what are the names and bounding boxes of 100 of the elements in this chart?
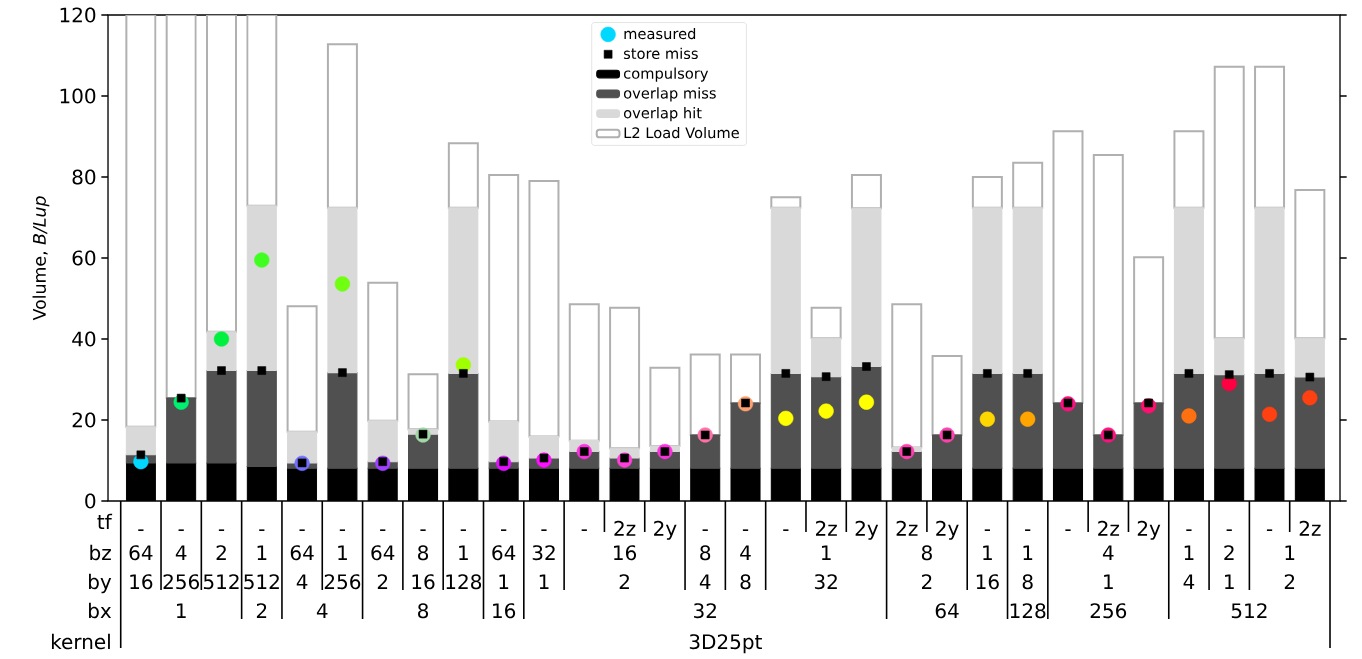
text: 1 bbox=[257, 545, 267, 560]
y-axis-title: Volume, B/Lup bbox=[32, 196, 50, 321]
text: 16 bbox=[412, 574, 435, 590]
x-tick-label: - bbox=[299, 529, 305, 531]
x-tick-label: - bbox=[1226, 529, 1232, 531]
x-tick-label: - bbox=[218, 529, 225, 531]
legend-label: store miss bbox=[623, 47, 698, 60]
x-tick-label: - bbox=[339, 529, 346, 531]
text: 512 bbox=[1231, 603, 1267, 619]
x-tick-label: - bbox=[1266, 529, 1273, 531]
x-tick-label: - bbox=[1065, 529, 1071, 531]
text: 4 bbox=[1183, 574, 1195, 589]
text: by bbox=[89, 573, 112, 594]
text: 512 bbox=[203, 574, 239, 590]
text: 64 bbox=[935, 603, 959, 619]
x-tick-label: - bbox=[1186, 529, 1192, 531]
x-tick-label: - bbox=[702, 529, 708, 531]
text: 32 bbox=[532, 545, 555, 561]
text: 4 bbox=[1102, 545, 1114, 560]
text: 8 bbox=[1022, 574, 1033, 590]
x-tick-label: - bbox=[259, 529, 265, 531]
text: 512 bbox=[244, 574, 279, 590]
text: 1 bbox=[499, 574, 509, 589]
text: tf bbox=[97, 513, 113, 529]
text: 2 bbox=[619, 574, 629, 589]
legend-label: measured bbox=[624, 27, 696, 40]
text: 8 bbox=[740, 574, 751, 590]
text: 4 bbox=[175, 545, 187, 560]
text: 16 bbox=[493, 603, 516, 619]
text: 32 bbox=[694, 603, 716, 619]
x-tick-label: - bbox=[541, 529, 547, 531]
x-tick-label: 2y bbox=[855, 520, 879, 540]
text: 64 bbox=[129, 545, 153, 561]
y-tick-label: 0 bbox=[85, 493, 96, 509]
text: 2 bbox=[922, 574, 932, 589]
text: 3D25pt bbox=[689, 634, 762, 654]
text: 256 bbox=[163, 574, 199, 590]
y-tick-label: 60 bbox=[72, 250, 96, 266]
text: 32 bbox=[814, 574, 837, 590]
text: 1 bbox=[1023, 545, 1033, 560]
x-tick-label: 2z bbox=[1299, 520, 1321, 536]
text: 64 bbox=[290, 545, 314, 561]
x-tick-label: - bbox=[380, 529, 386, 531]
x-tick-label: - bbox=[420, 529, 426, 531]
text: 1 bbox=[539, 574, 549, 589]
text: 8 bbox=[418, 603, 429, 619]
legend-label: L2 Load Volume bbox=[624, 126, 739, 139]
text: 256 bbox=[324, 574, 361, 590]
text: 8 bbox=[418, 545, 429, 561]
x-tick-label: - bbox=[501, 529, 507, 531]
text: 1 bbox=[338, 545, 347, 560]
text: 4 bbox=[316, 603, 328, 618]
x-tick-label: - bbox=[783, 529, 789, 531]
x-tick-label: 2z bbox=[1098, 520, 1120, 536]
legend-label: compulsory bbox=[623, 67, 709, 82]
text: 256 bbox=[1090, 603, 1127, 619]
text: 16 bbox=[976, 574, 999, 590]
text: 1 bbox=[1225, 574, 1234, 589]
text: 1 bbox=[1184, 545, 1194, 560]
x-tick-label: - bbox=[742, 529, 749, 531]
text: 2 bbox=[377, 574, 388, 589]
y-tick-label: 20 bbox=[72, 412, 96, 428]
text: bz bbox=[90, 544, 111, 561]
text: 4 bbox=[699, 574, 711, 589]
text: 64 bbox=[371, 545, 395, 561]
text: bx bbox=[89, 602, 112, 619]
text: 128 bbox=[1010, 603, 1046, 619]
text: 1 bbox=[459, 545, 468, 560]
x-tick-label: - bbox=[581, 529, 587, 531]
x-tick-label: - bbox=[460, 529, 466, 531]
text: 1 bbox=[983, 545, 992, 560]
x-tick-label: 2y bbox=[936, 520, 959, 540]
y-tick-label: 40 bbox=[72, 331, 96, 347]
text: 8 bbox=[700, 545, 711, 561]
x-tick-label: 2z bbox=[815, 520, 837, 536]
y-tick-label: 120 bbox=[60, 7, 96, 23]
text: 16 bbox=[130, 574, 153, 590]
text: 16 bbox=[614, 545, 637, 561]
y-tick-label: 80 bbox=[72, 169, 96, 185]
x-tick-label: - bbox=[178, 529, 184, 531]
text: 1 bbox=[177, 603, 186, 618]
text: 2 bbox=[216, 545, 226, 560]
x-tick-label: - bbox=[138, 529, 144, 531]
text: 1 bbox=[1285, 545, 1295, 560]
text: 128 bbox=[446, 574, 482, 590]
x-tick-label: 2z bbox=[614, 520, 636, 536]
x-tick-label: 2z bbox=[896, 520, 918, 536]
text: 8 bbox=[921, 545, 932, 561]
text: 2 bbox=[1284, 574, 1295, 589]
text: 4 bbox=[740, 545, 751, 560]
x-tick-label: 2y bbox=[1137, 520, 1161, 540]
text: 1 bbox=[1104, 574, 1113, 589]
x-tick-label: - bbox=[984, 529, 990, 531]
y-tick-label: 100 bbox=[60, 88, 96, 104]
text: 64 bbox=[492, 545, 516, 561]
legend-label: overlap hit bbox=[623, 107, 702, 122]
text: 2 bbox=[256, 603, 267, 618]
text: kernel bbox=[51, 633, 110, 650]
x-tick-label: 2y bbox=[654, 520, 677, 540]
text: 1 bbox=[821, 545, 831, 560]
